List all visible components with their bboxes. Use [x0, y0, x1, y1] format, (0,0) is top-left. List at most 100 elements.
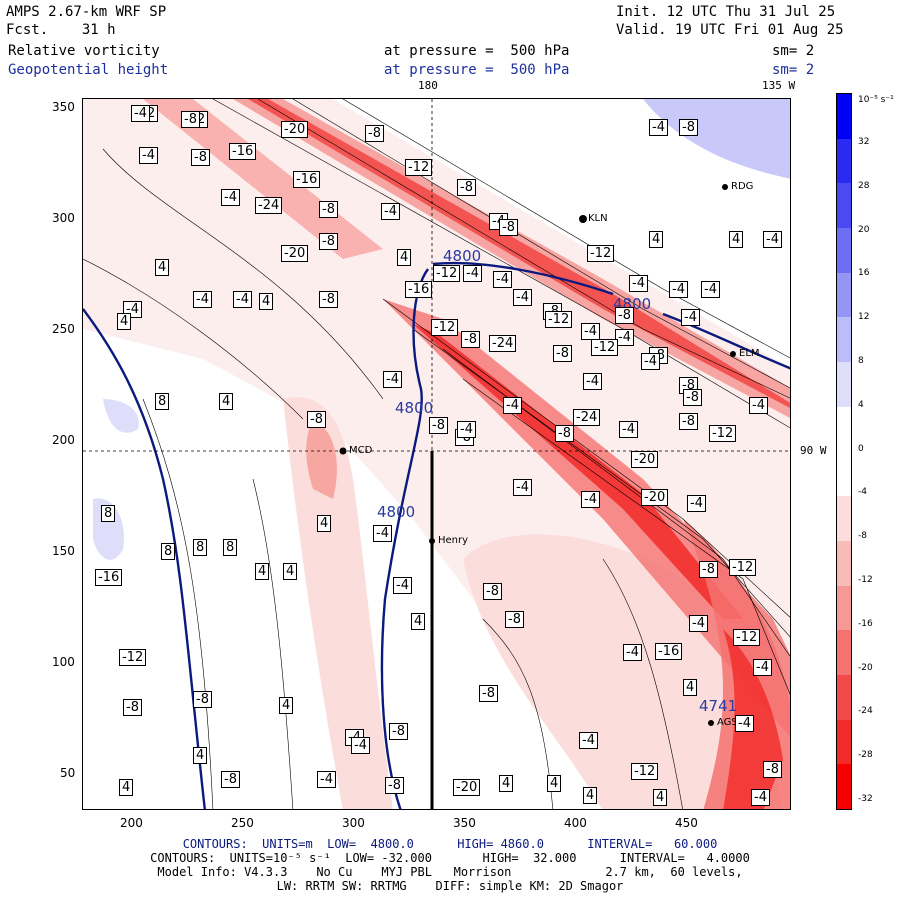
vorticity-contour-label: -16	[95, 569, 123, 586]
y-tick: 50	[60, 766, 76, 780]
vorticity-band	[248, 99, 790, 408]
colorbar-label: -8	[858, 531, 867, 542]
vorticity-contour-label: 4	[279, 697, 294, 714]
vorticity-contour-label: -20	[281, 245, 309, 262]
vorticity-contour-label: 4	[155, 259, 170, 276]
colorbar-label: -32	[858, 793, 873, 804]
colorbar-label: 12	[858, 312, 870, 323]
vorticity-contour-label: -12	[729, 559, 757, 576]
vorticity-contour-label: -8	[505, 611, 524, 628]
colorbar-segment	[837, 362, 851, 408]
init-time: Init. 12 UTC Thu 31 Jul 25	[616, 4, 836, 20]
vorticity-contour-label: -4	[763, 231, 782, 248]
vorticity-contour-label: -20	[631, 451, 659, 468]
vorticity-contour-label: -8	[319, 233, 338, 250]
vorticity-contour-info: CONTOURS: UNITS=10⁻⁵ s⁻¹ LOW= -32.000 HI…	[150, 851, 750, 865]
vorticity-contour-label: 4	[499, 775, 514, 792]
vorticity-contour-label: -16	[293, 171, 321, 188]
vorticity-contour-label: -20	[453, 779, 481, 796]
colorbar-segment	[837, 585, 851, 632]
colorbar-segment	[837, 406, 851, 453]
vorticity-contour-label: -4	[681, 309, 700, 326]
vorticity-contour-label: -8	[461, 331, 480, 348]
vorticity-contour-label: -4	[383, 371, 402, 388]
x-tick: 300	[342, 816, 365, 830]
vorticity-contour-label: -8	[123, 699, 142, 716]
vorticity-contour-label: -4	[701, 281, 720, 298]
colorbar-segment	[837, 183, 851, 230]
vorticity-contour-label: -24	[255, 197, 283, 214]
positive-vorticity-region	[643, 99, 790, 179]
x-tick: 200	[120, 816, 143, 830]
colorbar-label: 0	[858, 443, 864, 454]
colorbar-label: -12	[858, 574, 873, 585]
vorticity-contour-label: -12	[631, 763, 659, 780]
vorticity-contour-label: -8	[181, 111, 200, 128]
vorticity-contour-label: 4	[729, 231, 744, 248]
vorticity-contour-label: -20	[641, 489, 669, 506]
vorticity-band	[143, 99, 383, 259]
smoothing-2: sm= 2	[772, 62, 815, 78]
y-tick: 100	[52, 655, 75, 669]
station-marker-kln	[579, 215, 587, 223]
x-tick: 350	[453, 816, 476, 830]
colorbar-segment	[837, 228, 851, 274]
vorticity-contour-label: -8	[389, 723, 408, 740]
vorticity-contour-label: -4	[629, 275, 648, 292]
vorticity-contour-label: -8	[615, 307, 634, 324]
vorticity-contour-label: -8	[365, 125, 384, 142]
vorticity-contour-label: 4	[219, 393, 234, 410]
vorticity-contour-label: -4	[513, 479, 532, 496]
map-field-svg	[83, 99, 790, 809]
vorticity-contour-label: 4	[653, 789, 668, 806]
station-label: KLN	[588, 213, 608, 224]
vorticity-contour-label: -12	[433, 265, 461, 282]
vorticity-contour-label: -12	[591, 339, 619, 356]
vorticity-contour-label: -8	[319, 291, 338, 308]
vorticity-contour-label: 8	[161, 543, 176, 560]
vorticity-contour-label: 4	[649, 231, 664, 248]
vorticity-contour-label: -4	[463, 265, 482, 282]
colorbar-segment	[837, 451, 851, 498]
vorticity-contour-label: -8	[683, 389, 702, 406]
vorticity-contour-label: 4	[583, 787, 598, 804]
colorbar-unit: 10⁻⁵ s⁻¹	[858, 95, 894, 105]
station-label: MCD	[349, 445, 373, 456]
vorticity-contour-label: -8	[699, 561, 718, 578]
vorticity-contour-label: -4	[751, 789, 770, 806]
vorticity-contour-label: -8	[555, 425, 574, 442]
vorticity-contour-label: -4	[689, 615, 708, 632]
height-contour-info: CONTOURS: UNITS=m LOW= 4800.0 HIGH= 4860…	[182, 837, 718, 851]
vorticity-contour-label: -12	[709, 425, 737, 442]
vorticity-contour-label: -4	[351, 737, 370, 754]
colorbar-segment	[837, 272, 851, 319]
vorticity-contour-label: -8	[679, 413, 698, 430]
y-tick: 200	[52, 433, 75, 447]
colorbar-label: -24	[858, 706, 873, 717]
vorticity-contour-label: -4	[139, 147, 158, 164]
vorticity-contour-label: -8	[479, 685, 498, 702]
vorticity-contour-label: -20	[281, 121, 309, 138]
colorbar-label: -28	[858, 750, 873, 761]
colorbar-segment	[837, 674, 851, 721]
colorbar-segment	[837, 630, 851, 676]
vorticity-contour-label: -4	[669, 281, 688, 298]
vorticity-contour-label: 8	[155, 393, 170, 410]
vorticity-contour-label: -8	[385, 777, 404, 794]
longitude-label-top-right: 135 W	[762, 79, 796, 92]
station-label: AGS	[717, 717, 738, 728]
vorticity-contour-label: -4	[579, 732, 598, 749]
vorticity-contour-label: -8	[307, 411, 326, 428]
vorticity-contour-label: 4	[259, 293, 274, 310]
station-label: RDG	[731, 181, 754, 192]
vorticity-contour-label: -4	[123, 301, 142, 318]
vorticity-contour-label: 4	[397, 249, 412, 266]
station-marker-henry	[429, 538, 435, 544]
field-height-label: Geopotential height	[8, 62, 169, 78]
height-contour-label: 4800	[377, 503, 416, 521]
vorticity-contour-label: -12	[119, 649, 147, 666]
colorbar-segment	[837, 138, 851, 185]
vorticity-contour-label: -4	[649, 119, 668, 136]
vorticity-contour-label: -4	[581, 323, 600, 340]
colorbar-segment	[837, 94, 851, 140]
